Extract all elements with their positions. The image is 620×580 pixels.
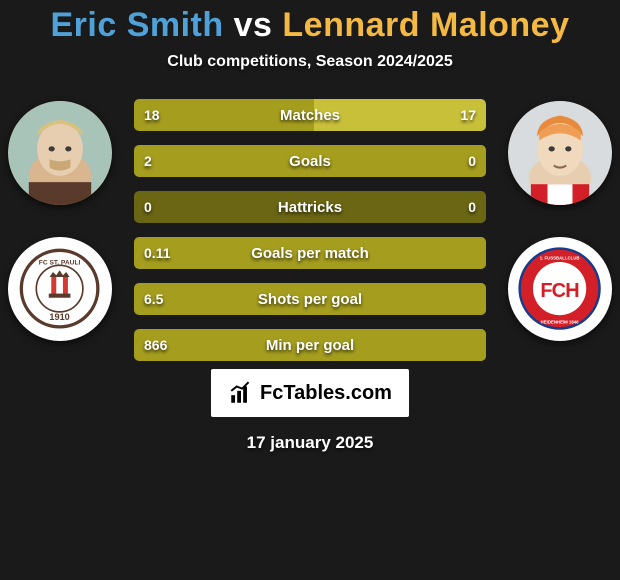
svg-text:1. FUSSBALLCLUB: 1. FUSSBALLCLUB: [540, 256, 580, 261]
player2-name: Lennard Maloney: [282, 6, 569, 44]
stat-right-value: 0: [468, 153, 476, 169]
player1-avatar: [8, 101, 112, 205]
stat-row: 18Matches17: [134, 99, 486, 131]
headline: Eric Smith vs Lennard Maloney: [50, 6, 569, 45]
stat-bars: 18Matches172Goals00Hattricks00.11Goals p…: [134, 99, 486, 361]
vs-separator: vs: [234, 6, 273, 44]
player2-face-icon: [508, 101, 612, 205]
player2-club-badge: FCH 1. FUSSBALLCLUB HEIDENHEIM 1846: [508, 237, 612, 341]
right-side-column: FCH 1. FUSSBALLCLUB HEIDENHEIM 1846: [508, 99, 612, 341]
stat-row: 0Hattricks0: [134, 191, 486, 223]
svg-text:1910: 1910: [50, 313, 70, 323]
svg-text:FC ST. PAULI: FC ST. PAULI: [39, 260, 81, 267]
player1-club-badge: FC ST. PAULI 1910: [8, 237, 112, 341]
svg-text:HEIDENHEIM 1846: HEIDENHEIM 1846: [541, 320, 579, 325]
stat-row: 0.11Goals per match: [134, 237, 486, 269]
date-text: 17 january 2025: [247, 433, 374, 453]
stat-label: Goals per match: [134, 245, 486, 262]
comparison-area: FC ST. PAULI 1910 18Matches172Goals00Hat…: [0, 99, 620, 361]
branding-text: FcTables.com: [260, 382, 392, 405]
chart-icon: [228, 380, 254, 406]
heidenheim-logo-icon: FCH 1. FUSSBALLCLUB HEIDENHEIM 1846: [518, 247, 601, 330]
stat-row: 6.5Shots per goal: [134, 283, 486, 315]
stat-label: Hattricks: [134, 199, 486, 216]
player1-face-icon: [8, 101, 112, 205]
infographic-root: Eric Smith vs Lennard Maloney Club compe…: [0, 0, 620, 580]
stat-row: 866Min per goal: [134, 329, 486, 361]
left-side-column: FC ST. PAULI 1910: [8, 99, 112, 341]
stat-label: Matches: [134, 107, 486, 124]
stat-right-value: 17: [460, 107, 476, 123]
player2-avatar: [508, 101, 612, 205]
branding-footer: FcTables.com: [211, 369, 409, 417]
stat-right-value: 0: [468, 199, 476, 215]
player1-name: Eric Smith: [50, 6, 223, 44]
svg-text:FCH: FCH: [541, 280, 580, 302]
stat-row: 2Goals0: [134, 145, 486, 177]
stat-label: Shots per goal: [134, 291, 486, 308]
stat-label: Min per goal: [134, 337, 486, 354]
subtitle: Club competitions, Season 2024/2025: [167, 53, 452, 71]
stat-label: Goals: [134, 153, 486, 170]
st-pauli-logo-icon: FC ST. PAULI 1910: [18, 247, 101, 330]
